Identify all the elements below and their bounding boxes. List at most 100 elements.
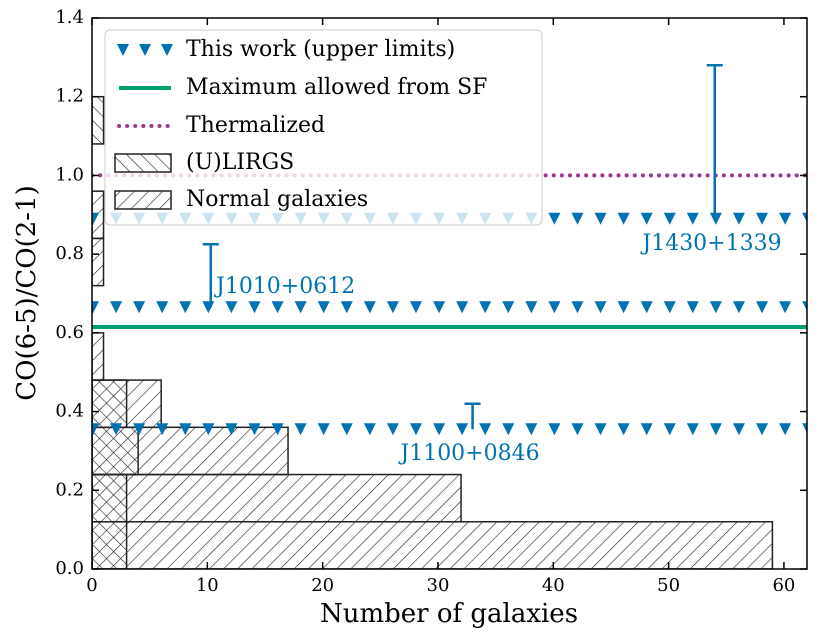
upper-limit-marker xyxy=(340,301,353,314)
upper-limit-marker xyxy=(548,301,561,314)
source-label: J1010+0612 xyxy=(214,274,355,299)
upper-limit-marker xyxy=(502,301,515,314)
upper-limit-marker xyxy=(133,423,146,436)
upper-limit-marker xyxy=(525,423,538,436)
histogram-bar xyxy=(92,426,139,476)
x-tick-label: 40 xyxy=(542,575,565,596)
upper-limit-marker xyxy=(548,212,561,225)
upper-limit-marker xyxy=(92,301,99,314)
upper-limit-marker xyxy=(340,423,353,436)
upper-limit-marker xyxy=(225,301,238,314)
plot-frame xyxy=(91,17,808,570)
upper-limit-marker xyxy=(225,423,238,436)
legend-marker xyxy=(161,44,173,56)
x-tick-label: 10 xyxy=(196,575,219,596)
upper-limit-marker xyxy=(363,423,376,436)
legend-swatch xyxy=(114,153,172,173)
histogram-bar xyxy=(92,332,105,381)
legend-label: This work (upper limits) xyxy=(186,37,455,62)
error-bar xyxy=(464,402,481,430)
y-tick-label: 0.4 xyxy=(55,401,84,422)
upper-limit-marker xyxy=(502,423,515,436)
upper-limit-marker xyxy=(110,423,123,436)
upper-limit-marker xyxy=(409,423,422,436)
upper-limit-marker xyxy=(110,301,123,314)
histogram-bar xyxy=(92,379,128,429)
upper-limit-marker xyxy=(386,301,399,314)
y-tick-label: 1.0 xyxy=(55,164,84,185)
upper-limit-marker xyxy=(202,423,215,436)
x-tick-label: 0 xyxy=(86,575,97,596)
legend-marker xyxy=(139,44,151,56)
upper-limit-marker xyxy=(202,301,215,314)
y-tick-label: 0.0 xyxy=(55,558,84,579)
legend-label: Normal galaxies xyxy=(186,187,368,212)
upper-limit-marker xyxy=(479,423,492,436)
legend-label: Maximum allowed from SF xyxy=(186,75,487,100)
upper-limit-marker xyxy=(179,423,192,436)
upper-limit-marker xyxy=(756,301,769,314)
upper-limit-marker xyxy=(663,301,676,314)
upper-limit-marker xyxy=(663,423,676,436)
source-label: J1100+0846 xyxy=(398,441,539,466)
upper-limit-marker xyxy=(594,212,607,225)
y-axis-label: CO(6-5)/CO(2-1) xyxy=(12,185,42,401)
legend-label: Thermalized xyxy=(186,113,325,138)
upper-limit-marker xyxy=(479,301,492,314)
upper-limit-marker xyxy=(640,301,653,314)
legend-swatch xyxy=(114,190,172,210)
plot-area xyxy=(92,63,807,569)
y-tick-label: 0.2 xyxy=(55,479,84,500)
upper-limit-marker xyxy=(686,212,699,225)
upper-limit-marker xyxy=(179,301,192,314)
upper-limit-marker xyxy=(363,301,376,314)
upper-limit-marker xyxy=(732,423,745,436)
upper-limit-marker xyxy=(756,212,769,225)
x-tick-label: 60 xyxy=(772,575,795,596)
upper-limit-marker xyxy=(617,212,630,225)
upper-limit-marker xyxy=(756,423,769,436)
histogram-bar xyxy=(92,521,128,569)
upper-limit-marker xyxy=(386,423,399,436)
upper-limit-marker xyxy=(571,423,584,436)
upper-limit-marker xyxy=(617,423,630,436)
upper-limit-marker xyxy=(317,423,330,436)
upper-limit-marker xyxy=(640,423,653,436)
upper-limit-marker xyxy=(732,301,745,314)
upper-limit-marker xyxy=(92,212,99,225)
upper-limit-marker xyxy=(802,212,807,223)
upper-limit-marker xyxy=(294,423,307,436)
upper-limit-marker xyxy=(156,423,169,436)
upper-limit-marker xyxy=(409,301,422,314)
legend-box xyxy=(104,29,543,226)
x-tick-label: 50 xyxy=(657,575,680,596)
x-axis-label: Number of galaxies xyxy=(320,599,578,629)
source-label: J1430+1339 xyxy=(640,231,781,256)
upper-limit-marker xyxy=(663,212,676,225)
error-bar xyxy=(706,63,723,219)
upper-limit-marker xyxy=(456,301,469,314)
upper-limit-marker xyxy=(779,212,792,225)
histogram-bar xyxy=(92,95,105,145)
upper-limit-marker xyxy=(594,301,607,314)
upper-limit-marker xyxy=(433,423,446,436)
upper-limit-marker xyxy=(594,423,607,436)
upper-limit-marker xyxy=(779,301,792,314)
upper-limit-marker xyxy=(802,301,807,311)
upper-limit-marker xyxy=(525,301,538,314)
upper-limit-marker xyxy=(133,301,146,314)
upper-limit-marker xyxy=(709,301,722,314)
upper-limit-marker xyxy=(640,212,653,225)
y-tick-label: 1.4 xyxy=(55,7,84,28)
upper-limit-marker xyxy=(248,301,261,314)
upper-limit-marker xyxy=(294,301,307,314)
legend-label: (U)LIRGS xyxy=(186,150,294,175)
upper-limit-marker xyxy=(271,423,284,436)
upper-limit-marker xyxy=(271,301,284,314)
upper-limit-marker xyxy=(571,212,584,225)
y-tick-label: 0.6 xyxy=(55,322,84,343)
upper-limit-marker xyxy=(709,423,722,436)
x-tick-label: 20 xyxy=(311,575,334,596)
upper-limit-marker xyxy=(433,301,446,314)
